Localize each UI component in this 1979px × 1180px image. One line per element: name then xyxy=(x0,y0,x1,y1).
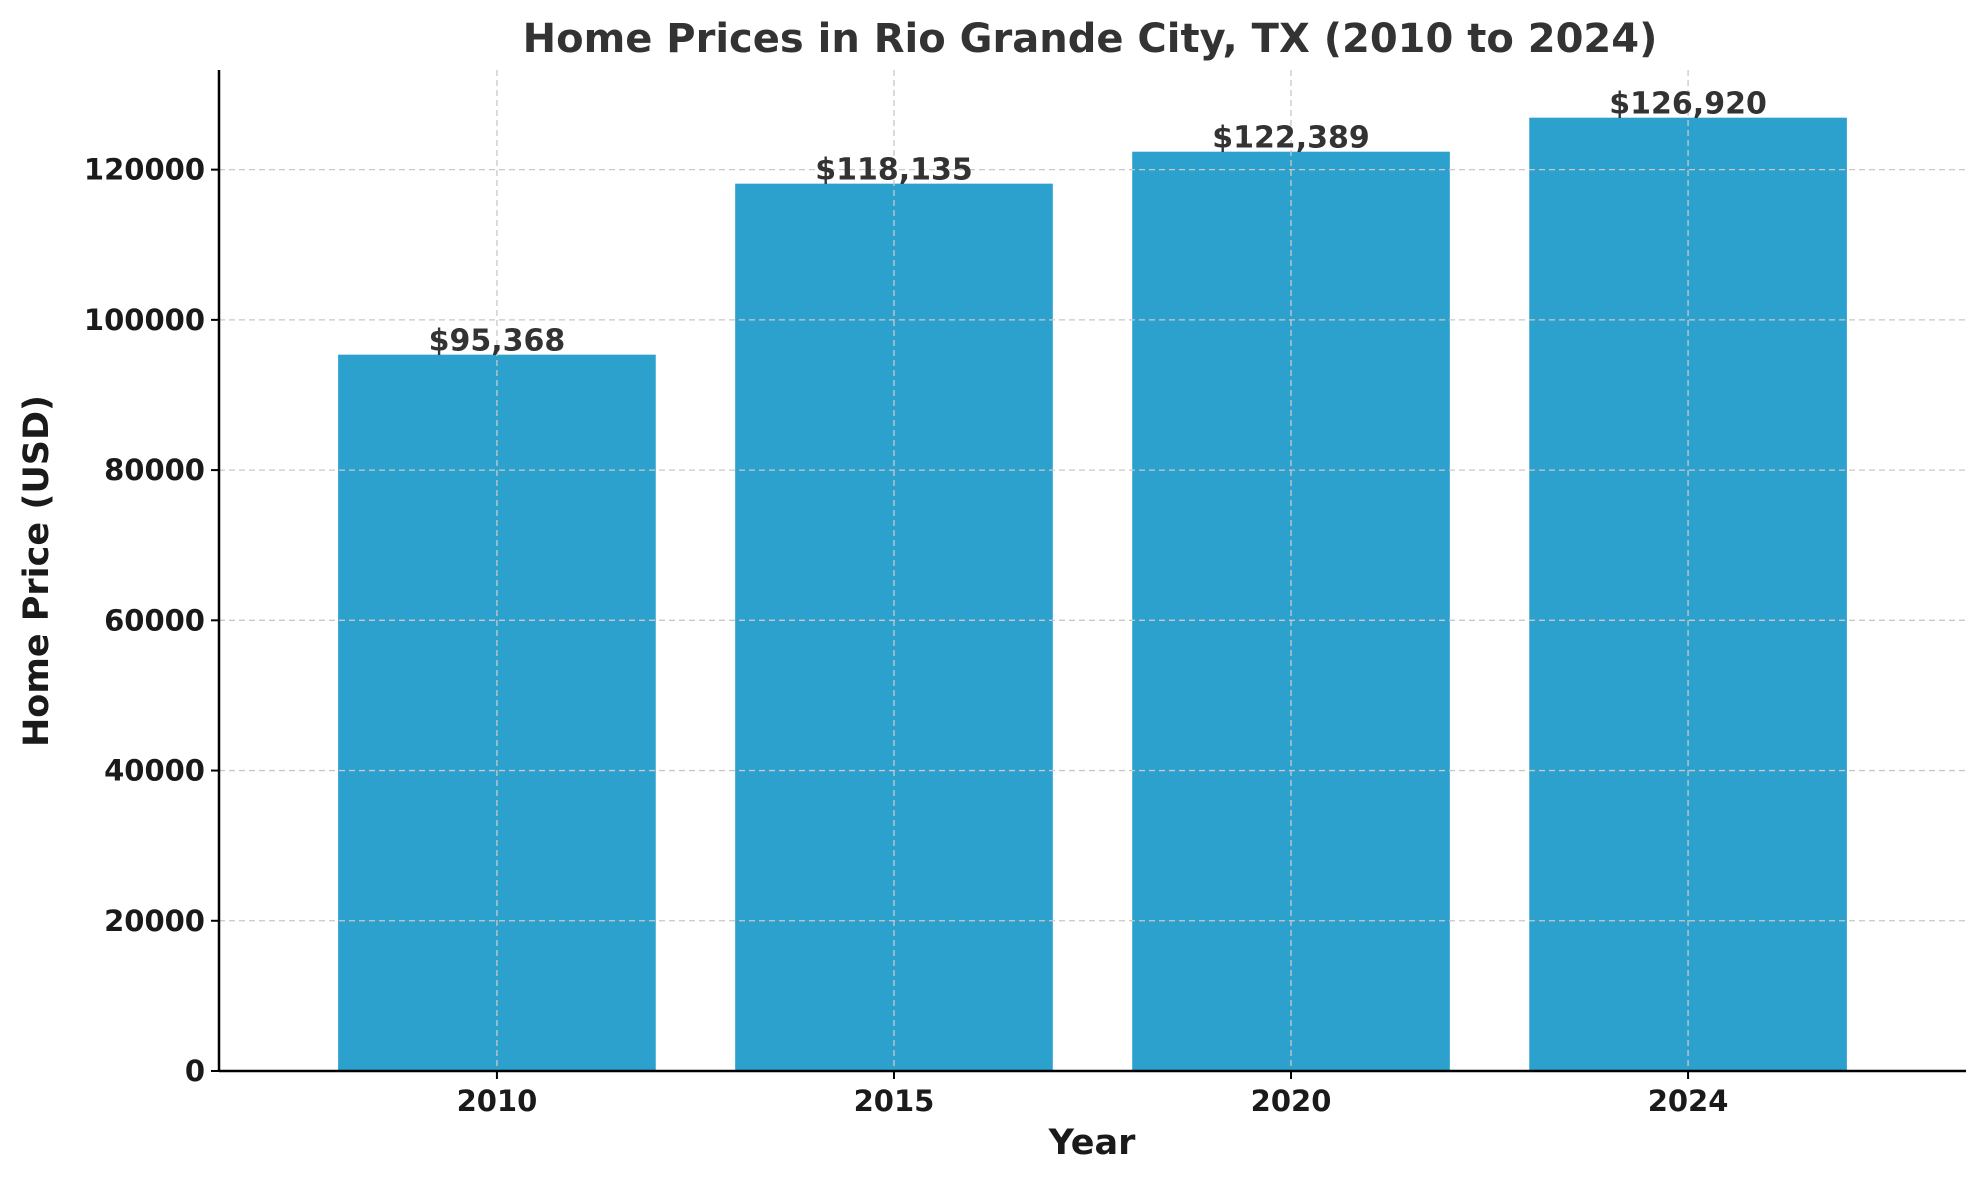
y-tick-label: 20000 xyxy=(104,904,205,938)
y-tick-label: 60000 xyxy=(104,603,205,637)
x-tick-label: 2020 xyxy=(1251,1084,1332,1118)
data-label-2015: $118,135 xyxy=(815,153,973,188)
axes xyxy=(217,70,1966,1073)
y-tick-label: 0 xyxy=(185,1054,205,1088)
x-tick-label: 2010 xyxy=(457,1084,538,1118)
x-axis-label: Year xyxy=(1048,1123,1136,1163)
data-label-2024: $126,920 xyxy=(1609,87,1767,122)
x-tick-label: 2024 xyxy=(1648,1084,1729,1118)
y-tick-label: 80000 xyxy=(104,453,205,487)
y-ticks: 0 20000 40000 60000 80000 100000 120000 xyxy=(84,153,219,1088)
chart-title: Home Prices in Rio Grande City, TX (2010… xyxy=(523,16,1658,62)
data-label-2010: $95,368 xyxy=(429,324,566,359)
y-tick-label: 40000 xyxy=(104,754,205,788)
bar-2015 xyxy=(735,183,1053,1071)
y-tick-label: 100000 xyxy=(84,303,205,337)
x-ticks: 2010 2015 2020 2024 xyxy=(457,1071,1729,1118)
bars xyxy=(338,117,1847,1072)
y-tick-label: 120000 xyxy=(84,153,205,187)
data-labels: $95,368 $118,135 $122,389 $126,920 xyxy=(429,87,1767,359)
x-tick-label: 2015 xyxy=(854,1084,935,1118)
data-label-2020: $122,389 xyxy=(1212,121,1370,156)
y-axis-label: Home Price (USD) xyxy=(17,395,57,747)
gridlines xyxy=(219,70,1966,1071)
